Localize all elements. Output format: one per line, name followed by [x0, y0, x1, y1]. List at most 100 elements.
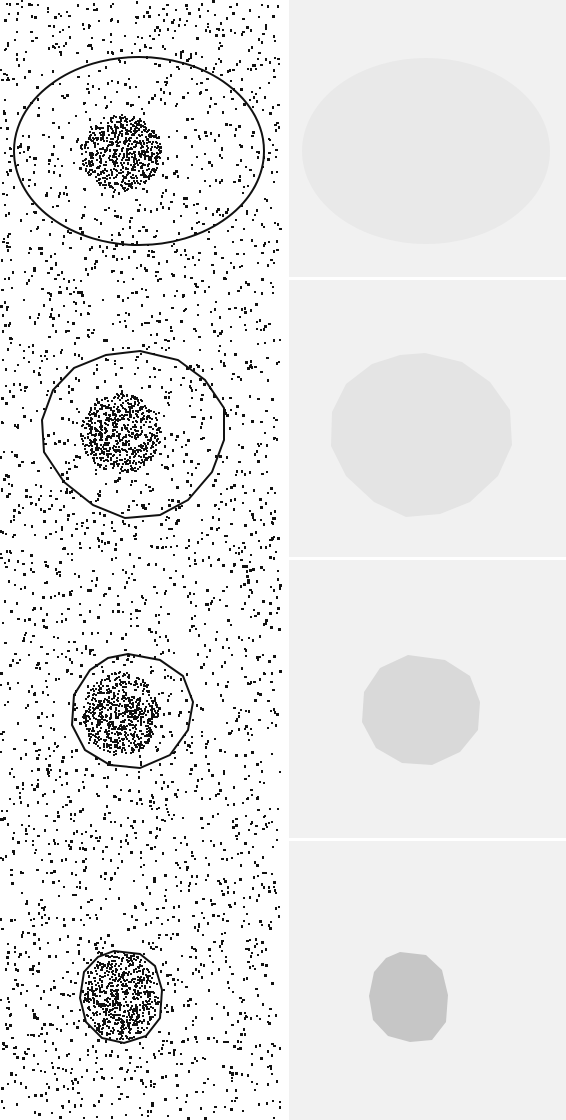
object-dot — [153, 411, 155, 413]
noise-dot — [162, 852, 164, 855]
noise-dot — [251, 794, 253, 796]
noise-dot — [33, 828, 35, 830]
object-dot — [115, 709, 117, 711]
object-dot — [153, 131, 155, 133]
noise-dot — [269, 927, 271, 930]
object-dot — [90, 430, 92, 432]
object-dot — [85, 719, 87, 721]
noise-dot — [252, 516, 254, 519]
noise-dot — [205, 755, 207, 758]
noise-dot — [56, 746, 58, 748]
noise-dot — [199, 15, 201, 18]
noise-dot — [120, 840, 122, 843]
object-dot — [108, 184, 110, 186]
noise-dot — [128, 78, 130, 80]
noise-dot — [171, 307, 174, 309]
noise-dot — [133, 565, 135, 568]
noise-dot — [259, 1018, 261, 1020]
noise-dot — [247, 682, 249, 685]
noise-dot — [213, 903, 216, 905]
noise-dot — [50, 596, 52, 599]
object-dot — [114, 124, 116, 126]
object-dot — [133, 177, 135, 179]
noise-dot — [44, 1071, 46, 1073]
noise-dot — [260, 519, 262, 521]
noise-dot — [256, 656, 259, 659]
noise-dot — [244, 728, 246, 730]
noise-dot — [7, 475, 10, 478]
noise-dot — [4, 704, 6, 706]
noise-dot — [65, 804, 68, 806]
noise-dot — [7, 42, 9, 45]
noise-dot — [52, 714, 54, 717]
noise-dot — [62, 242, 64, 245]
noise-dot — [140, 992, 142, 994]
noise-dot — [153, 801, 155, 804]
noise-dot — [257, 809, 260, 811]
noise-dot — [160, 1053, 163, 1055]
noise-dot — [19, 659, 21, 661]
noise-dot — [274, 222, 276, 224]
noise-dot — [120, 846, 122, 848]
noise-dot — [146, 169, 148, 171]
noise-dot — [9, 390, 11, 393]
object-dot — [155, 141, 157, 143]
noise-dot — [189, 405, 191, 407]
noise-dot — [191, 397, 193, 399]
noise-dot — [56, 829, 58, 831]
noise-dot — [88, 729, 90, 732]
noise-dot — [25, 489, 28, 492]
noise-dot — [9, 550, 11, 553]
object-dot — [150, 156, 152, 158]
noise-dot — [134, 480, 137, 482]
object-dot — [111, 121, 113, 123]
object-dot — [137, 164, 139, 166]
noise-dot — [90, 126, 92, 128]
noise-dot — [105, 898, 107, 900]
noise-dot — [234, 498, 236, 501]
noise-dot — [229, 69, 231, 72]
noise-dot — [102, 250, 104, 253]
noise-dot — [46, 1099, 48, 1102]
noise-dot — [147, 322, 150, 324]
noise-dot — [25, 495, 28, 498]
object-dot — [132, 706, 134, 708]
object-dot — [99, 178, 101, 180]
noise-dot — [142, 820, 144, 823]
noise-dot — [29, 496, 32, 498]
object-dot — [159, 152, 161, 154]
object-dot — [120, 120, 122, 122]
noise-dot — [260, 506, 263, 509]
noise-dot — [0, 305, 3, 308]
object-dot — [142, 690, 144, 692]
noise-dot — [187, 1038, 189, 1041]
noise-dot — [269, 112, 272, 115]
noise-dot — [131, 52, 133, 54]
noise-dot — [1, 79, 4, 81]
noise-dot — [0, 999, 2, 1001]
noise-dot — [225, 123, 228, 126]
noise-dot — [81, 1076, 83, 1078]
object-dot — [104, 444, 106, 446]
object-dot — [93, 132, 95, 134]
noise-dot — [139, 1057, 141, 1059]
object-dot — [129, 716, 131, 718]
noise-dot — [214, 139, 216, 142]
noise-dot — [208, 231, 210, 233]
noise-dot — [91, 988, 93, 990]
object-dot — [89, 428, 91, 430]
noise-dot — [244, 546, 246, 549]
noise-dot — [259, 319, 261, 322]
object-dot — [114, 126, 116, 128]
object-dot — [112, 187, 114, 189]
noise-dot — [132, 410, 134, 413]
noise-dot — [210, 311, 212, 313]
noise-dot — [54, 742, 56, 745]
object-dot — [119, 141, 121, 143]
noise-dot — [104, 593, 107, 595]
noise-dot — [225, 685, 228, 688]
object-dot — [128, 180, 130, 182]
object-dot — [104, 398, 106, 400]
object-dot — [93, 454, 95, 456]
noise-dot — [219, 316, 221, 319]
